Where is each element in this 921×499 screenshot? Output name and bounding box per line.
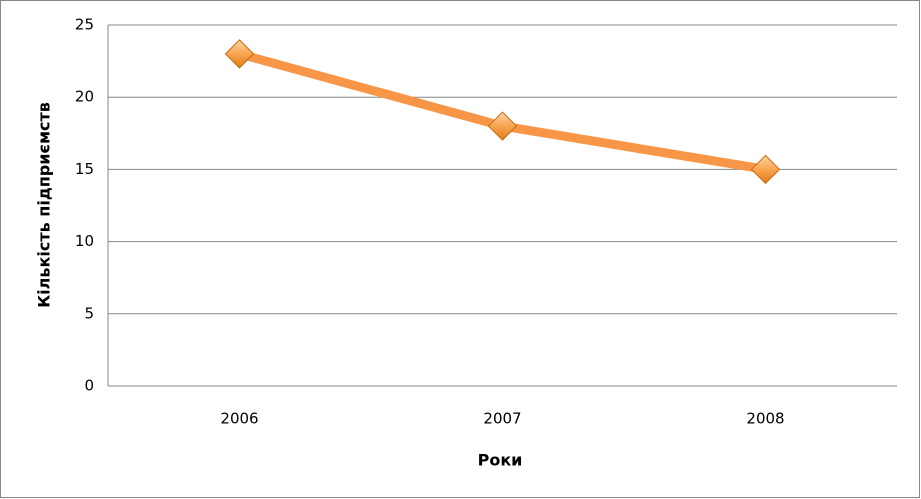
x-tick-label: 2007 bbox=[483, 410, 521, 428]
y-tick-label: 0 bbox=[84, 377, 94, 395]
y-tick-label: 15 bbox=[75, 160, 94, 178]
x-tick-label: 2006 bbox=[220, 410, 258, 428]
marker bbox=[224, 39, 255, 69]
marker bbox=[487, 111, 518, 141]
y-axis-title: Кількість підприємств bbox=[35, 102, 54, 308]
x-axis-title: Роки bbox=[478, 451, 523, 470]
x-tick-label: 2008 bbox=[746, 410, 784, 428]
marker bbox=[750, 154, 781, 185]
y-tick-label: 20 bbox=[75, 88, 94, 106]
y-tick-label: 10 bbox=[75, 232, 94, 250]
y-tick-label: 5 bbox=[84, 304, 94, 322]
y-tick-label: 25 bbox=[75, 16, 94, 34]
